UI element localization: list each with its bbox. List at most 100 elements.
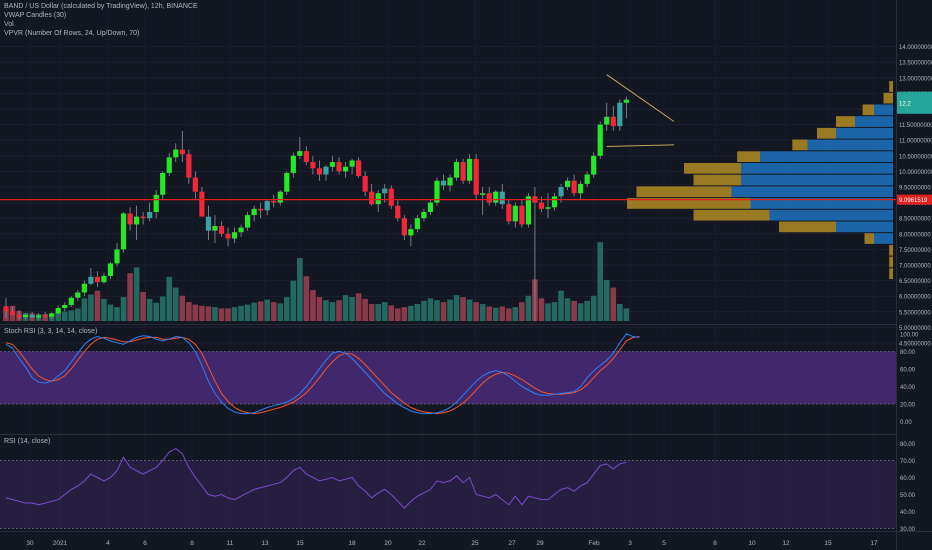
last-price-tag[interactable] <box>897 91 932 114</box>
candle[interactable] <box>94 276 101 283</box>
candle[interactable] <box>114 249 120 264</box>
candle[interactable] <box>258 208 264 211</box>
price-candles[interactable] <box>3 96 629 322</box>
candle[interactable] <box>186 154 192 178</box>
candle[interactable] <box>120 213 127 250</box>
candle[interactable] <box>401 218 407 236</box>
candle[interactable] <box>558 187 564 197</box>
candle[interactable] <box>597 124 603 156</box>
candle[interactable] <box>578 183 584 194</box>
wedge-upper-line[interactable] <box>606 74 675 122</box>
candle[interactable] <box>173 149 179 158</box>
candle[interactable] <box>356 160 362 177</box>
candle[interactable] <box>440 180 447 186</box>
candle[interactable] <box>551 196 558 208</box>
candle[interactable] <box>434 180 440 203</box>
candle[interactable] <box>36 315 42 318</box>
candle[interactable] <box>147 211 153 219</box>
candle[interactable] <box>617 102 623 127</box>
vwap-indicator-label[interactable]: VWAP Candles (30) <box>4 12 67 19</box>
candle[interactable] <box>473 158 479 195</box>
candle[interactable] <box>251 208 257 216</box>
candle[interactable] <box>538 202 545 209</box>
candle[interactable] <box>349 160 355 167</box>
candle[interactable] <box>107 263 114 276</box>
rsi-line[interactable] <box>5 448 627 509</box>
time-axis[interactable]: 30 2021 4 6 8 11 13 15 18 20 22 25 27 29 Feb 3 5 8 10 12 15 1… <box>26 540 878 547</box>
candle[interactable] <box>453 162 460 178</box>
support-price-tag[interactable] <box>897 194 932 205</box>
rsi-label[interactable]: RSI (14, close) <box>4 438 51 445</box>
candle[interactable] <box>212 226 218 231</box>
stoch-k-line[interactable] <box>5 333 640 415</box>
candle[interactable] <box>310 162 316 169</box>
wedge-lower-line[interactable] <box>606 144 675 147</box>
candle[interactable] <box>623 99 629 103</box>
stoch-rsi-label[interactable]: Stoch RSI (3, 3, 14, 14, close) <box>4 328 98 335</box>
candle[interactable] <box>388 188 394 206</box>
candle[interactable] <box>369 191 375 205</box>
stoch-rsi-pane[interactable] <box>0 333 896 415</box>
candle[interactable] <box>480 193 486 195</box>
candle[interactable] <box>499 191 505 205</box>
candle[interactable] <box>140 216 146 219</box>
candle[interactable] <box>9 311 16 315</box>
candle[interactable] <box>75 292 81 298</box>
candle[interactable] <box>29 314 35 318</box>
candle[interactable] <box>427 202 434 212</box>
candle[interactable] <box>545 207 551 209</box>
candle[interactable] <box>329 162 336 167</box>
candle[interactable] <box>525 196 531 225</box>
candle[interactable] <box>42 315 48 317</box>
candle[interactable] <box>467 158 473 181</box>
candle[interactable] <box>421 211 427 219</box>
candle[interactable] <box>225 233 231 239</box>
candle[interactable] <box>584 174 590 184</box>
candle[interactable] <box>284 172 290 192</box>
candle[interactable] <box>127 213 133 225</box>
candle[interactable] <box>55 308 61 314</box>
candle[interactable] <box>134 216 140 225</box>
candle[interactable] <box>238 227 244 233</box>
candle[interactable] <box>179 149 185 155</box>
candle[interactable] <box>571 180 577 194</box>
candle[interactable] <box>205 216 212 231</box>
candle[interactable] <box>68 297 74 305</box>
volume-indicator-label[interactable]: Vol <box>4 21 14 28</box>
symbol-title[interactable]: BAND / US Dollar (calculated by TradingV… <box>4 3 198 10</box>
candle[interactable] <box>62 304 68 309</box>
candle[interactable] <box>271 201 277 203</box>
candle[interactable] <box>192 177 198 192</box>
candle[interactable] <box>218 226 225 234</box>
candle[interactable] <box>493 191 499 203</box>
candle[interactable] <box>303 151 309 163</box>
rsi-pane[interactable] <box>0 448 896 529</box>
candle[interactable] <box>49 313 55 317</box>
candle[interactable] <box>591 155 597 175</box>
candle[interactable] <box>297 151 303 156</box>
candle[interactable] <box>486 193 492 203</box>
candle[interactable] <box>231 232 238 239</box>
candle[interactable] <box>382 188 388 194</box>
price-axis[interactable]: 14.0000000013.5000000013.0000000012.5000… <box>897 45 932 533</box>
candle[interactable] <box>22 314 29 318</box>
candle[interactable] <box>610 116 616 127</box>
stoch-d-line[interactable] <box>5 336 640 415</box>
candle[interactable] <box>408 229 414 236</box>
candle[interactable] <box>512 205 518 222</box>
candle[interactable] <box>81 283 87 293</box>
candle[interactable] <box>519 205 525 225</box>
vpvr-indicator-label[interactable]: VPVR (Number Of Rows, 24, Up/Down, 70) <box>4 30 140 37</box>
candle[interactable] <box>375 193 381 205</box>
candle[interactable] <box>160 172 166 195</box>
candle[interactable] <box>342 166 349 172</box>
candle[interactable] <box>199 191 205 217</box>
candle[interactable] <box>245 215 251 228</box>
candle[interactable] <box>604 116 610 125</box>
candle[interactable] <box>395 205 401 219</box>
candle[interactable] <box>460 162 466 181</box>
candle[interactable] <box>16 314 22 318</box>
candle[interactable] <box>166 157 172 173</box>
